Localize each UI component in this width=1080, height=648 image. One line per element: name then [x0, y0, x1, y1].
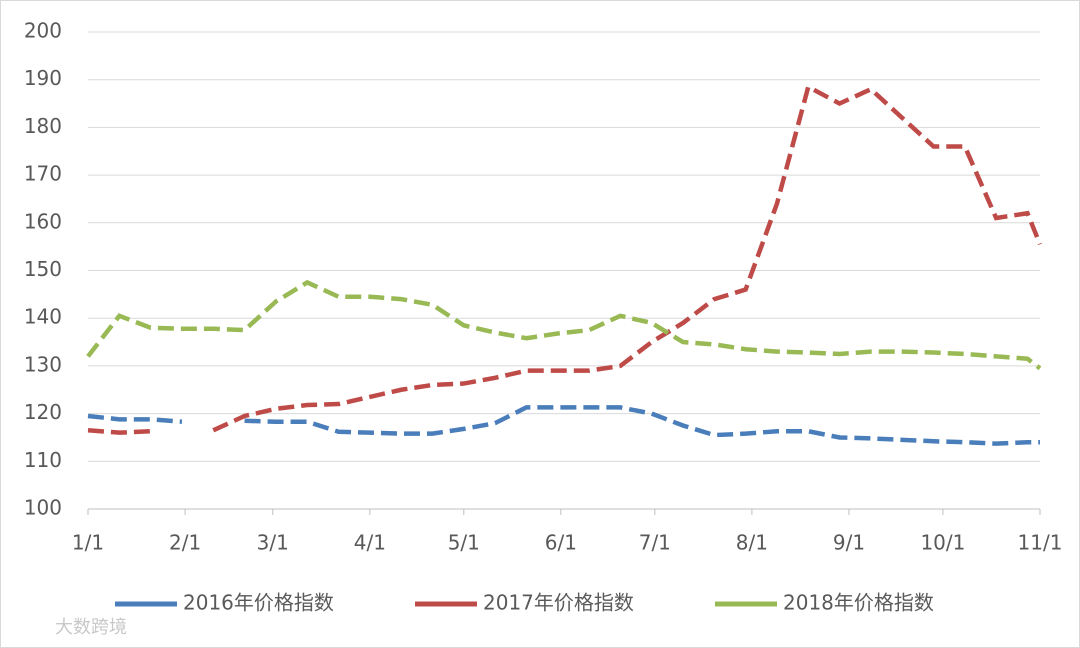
- y-tick-label: 170: [24, 162, 62, 186]
- x-tick-label: 3/1: [257, 531, 289, 555]
- series-line: [87, 83, 1043, 435]
- x-tick-label: 1/1: [72, 531, 104, 555]
- x-tick-label: 11/1: [1018, 531, 1063, 555]
- x-tick-label: 7/1: [639, 531, 671, 555]
- x-tick-label: 9/1: [833, 531, 865, 555]
- series-line: [86, 279, 1042, 371]
- y-tick-label: 100: [24, 496, 62, 520]
- y-tick-label: 150: [24, 257, 62, 281]
- series-line: [87, 405, 1040, 446]
- y-tick-label: 120: [24, 400, 62, 424]
- y-tick-label: 200: [24, 19, 62, 43]
- y-tick-label: 180: [24, 114, 62, 138]
- x-tick-label: 2/1: [169, 531, 201, 555]
- watermark: 大数跨境: [55, 617, 127, 638]
- x-tick-label: 4/1: [354, 531, 386, 555]
- y-tick-label: 190: [24, 66, 62, 90]
- x-tick-label: 8/1: [736, 531, 768, 555]
- y-tick-label: 140: [24, 305, 62, 329]
- x-tick-label: 5/1: [448, 531, 480, 555]
- x-tick-label: 6/1: [545, 531, 577, 555]
- legend-label: 2016年价格指数: [183, 591, 334, 615]
- x-tick-label: 10/1: [920, 531, 965, 555]
- y-tick-label: 110: [24, 448, 62, 472]
- legend-label: 2017年价格指数: [483, 591, 634, 615]
- y-tick-label: 130: [24, 352, 62, 376]
- y-tick-label: 160: [24, 209, 62, 233]
- legend-label: 2018年价格指数: [783, 591, 934, 615]
